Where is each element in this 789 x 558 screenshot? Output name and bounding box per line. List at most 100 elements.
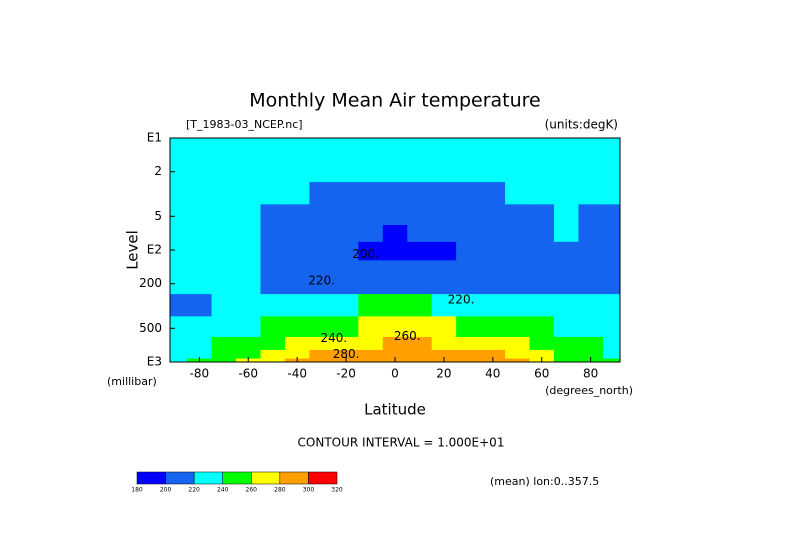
contour-cell bbox=[456, 293, 482, 317]
x-tick-label: -40 bbox=[287, 367, 307, 381]
contour-cell bbox=[456, 224, 482, 242]
contour-cell bbox=[170, 224, 188, 242]
x-tick-label: 20 bbox=[436, 367, 451, 381]
contour-cell bbox=[284, 276, 310, 295]
contour-cell bbox=[431, 241, 457, 261]
contour-cell bbox=[333, 336, 359, 350]
y-tick-label: E2 bbox=[147, 243, 162, 257]
contour-cell bbox=[284, 336, 310, 350]
contour-cell bbox=[260, 315, 286, 337]
x-units: (degrees_north) bbox=[545, 384, 633, 397]
contour-cell bbox=[333, 293, 359, 317]
contour-cell bbox=[382, 203, 408, 225]
contour-cell bbox=[431, 203, 457, 225]
x-tick-label: 80 bbox=[583, 367, 598, 381]
contour-cell bbox=[211, 336, 237, 350]
contour-cell bbox=[407, 358, 433, 363]
contour-cell bbox=[333, 203, 359, 225]
colorbar-swatch bbox=[165, 471, 195, 485]
contour-cell bbox=[431, 154, 457, 183]
contour-cell bbox=[284, 293, 310, 317]
contour-cell bbox=[170, 293, 188, 317]
contour-cell bbox=[505, 336, 531, 350]
contour-cell bbox=[505, 349, 531, 359]
contour-cell bbox=[505, 315, 531, 337]
contour-cell bbox=[382, 138, 408, 156]
contour-cell bbox=[602, 358, 621, 363]
contour-cell bbox=[480, 138, 506, 156]
y-tick-label: E1 bbox=[147, 131, 162, 145]
contour-cell bbox=[480, 336, 506, 350]
contour-cell bbox=[505, 154, 531, 183]
contour-label: 280. bbox=[333, 347, 360, 361]
contour-cell bbox=[236, 336, 261, 350]
contour-cell bbox=[211, 358, 237, 363]
contour-cell bbox=[553, 181, 579, 205]
contour-cell bbox=[407, 203, 433, 225]
colorbar-label: 280 bbox=[274, 487, 286, 494]
y-tick-label: 200 bbox=[139, 276, 162, 290]
contour-cell bbox=[578, 154, 604, 183]
contour-cell bbox=[529, 315, 555, 337]
contour-cell bbox=[431, 349, 457, 359]
contour-cell bbox=[358, 154, 384, 183]
contour-cell bbox=[602, 349, 621, 359]
contour-cell bbox=[505, 241, 531, 261]
contour-cell bbox=[456, 315, 482, 337]
contour-cell bbox=[260, 224, 286, 242]
contour-cell bbox=[602, 241, 621, 261]
contour-cell bbox=[187, 181, 213, 205]
contour-cell bbox=[333, 315, 359, 337]
contour-cell bbox=[358, 203, 384, 225]
contour-cell bbox=[211, 276, 237, 295]
contour-cell bbox=[431, 224, 457, 242]
contour-label: 220. bbox=[448, 293, 475, 307]
contour-cell bbox=[236, 138, 261, 156]
contour-cell bbox=[284, 181, 310, 205]
contour-cell bbox=[480, 276, 506, 295]
contour-cell bbox=[578, 336, 604, 350]
contour-cell bbox=[480, 203, 506, 225]
contour-cell bbox=[211, 315, 237, 337]
contour-cell bbox=[333, 224, 359, 242]
contour-cell bbox=[236, 276, 261, 295]
y-tick-label: 2 bbox=[154, 164, 162, 178]
contour-cell bbox=[480, 293, 506, 317]
contour-cell bbox=[260, 203, 286, 225]
contour-cell bbox=[333, 276, 359, 295]
contour-cell bbox=[309, 276, 335, 295]
contour-cell bbox=[260, 138, 286, 156]
contour-cell bbox=[456, 138, 482, 156]
contour-cell bbox=[553, 259, 579, 278]
contour-cell bbox=[236, 315, 261, 337]
contour-cell bbox=[456, 241, 482, 261]
colorbar-swatch bbox=[308, 471, 338, 485]
contour-cell bbox=[170, 336, 188, 350]
contour-cell bbox=[456, 203, 482, 225]
contour-cell bbox=[505, 259, 531, 278]
contour-cell bbox=[578, 224, 604, 242]
contour-cell bbox=[505, 203, 531, 225]
colorbar-swatch bbox=[193, 471, 223, 485]
contour-cell bbox=[553, 315, 579, 337]
contour-cell bbox=[529, 241, 555, 261]
contour-cell bbox=[431, 315, 457, 337]
contour-cell bbox=[187, 349, 213, 359]
contour-cell bbox=[602, 315, 621, 337]
colorbar-label: 320 bbox=[331, 487, 343, 494]
contour-cell bbox=[236, 293, 261, 317]
contour-cell bbox=[333, 259, 359, 278]
contour-cell bbox=[260, 276, 286, 295]
contour-cell bbox=[456, 276, 482, 295]
contour-cell bbox=[358, 349, 384, 359]
contour-cell bbox=[529, 336, 555, 350]
contour-cell bbox=[187, 276, 213, 295]
contour-cell bbox=[407, 154, 433, 183]
contour-cell bbox=[358, 241, 384, 261]
contour-cell bbox=[407, 276, 433, 295]
contour-cell bbox=[602, 138, 621, 156]
contour-cell bbox=[553, 241, 579, 261]
contour-cell bbox=[529, 203, 555, 225]
contour-cell bbox=[529, 259, 555, 278]
contour-cell bbox=[505, 358, 531, 363]
